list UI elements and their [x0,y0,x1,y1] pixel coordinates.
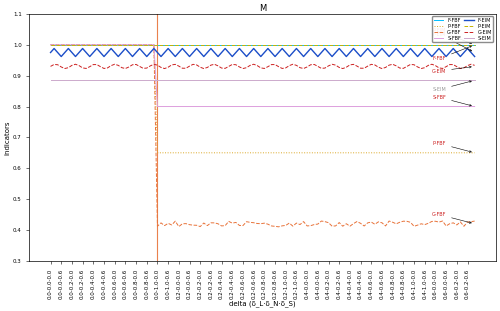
S-EIM [48,78,54,82]
P-EIM [472,43,478,47]
S-EIM [340,78,346,82]
P-EIM [458,43,464,47]
S-FBF [472,104,478,108]
S-EIM [282,78,288,82]
X-axis label: delta (δ_L·δ_N·δ_S): delta (δ_L·δ_N·δ_S) [230,300,296,307]
G-FBF [162,224,168,227]
Line: F-EIM: F-EIM [50,49,474,57]
Line: S-FBF: S-FBF [50,45,474,106]
Legend: F-FBF, P-FBF, G-FBF, S-FBF, F-EIM, P-EIM, G-EIM, S-EIM: F-FBF, P-FBF, G-FBF, S-FBF, F-EIM, P-EIM… [432,16,494,42]
F-FBF [136,43,142,47]
S-FBF [386,104,392,108]
Text: F-FBF: F-FBF [432,46,472,61]
G-EIM [140,67,146,70]
F-FBF [382,43,388,47]
G-FBF [386,219,392,223]
P-FBF [286,151,292,155]
P-EIM [340,43,346,47]
Text: F-EIM: F-EIM [432,31,472,51]
P-FBF [136,43,142,47]
G-EIM [464,64,470,67]
F-EIM [144,55,150,58]
P-FBF [461,151,467,155]
P-FBF [154,151,160,155]
Y-axis label: indicators: indicators [4,120,10,155]
P-EIM [48,43,54,47]
S-EIM [458,78,464,82]
F-FBF [472,43,478,47]
S-FBF [48,43,54,47]
G-EIM [472,63,478,67]
F-EIM [48,51,54,54]
F-EIM [58,55,64,58]
S-FBF [286,104,292,108]
G-EIM [347,63,353,67]
G-FBF [276,225,281,229]
P-FBF [472,151,478,155]
G-FBF [48,43,54,47]
F-FBF [48,43,54,47]
Text: P-FBF: P-FBF [432,141,472,152]
P-FBF [48,43,54,47]
F-EIM [464,47,470,50]
G-FBF [136,43,142,47]
Text: P-EIM: P-EIM [432,28,472,44]
S-EIM [162,78,168,82]
G-EIM [162,67,168,70]
Text: S-EIM: S-EIM [432,81,472,92]
F-FBF [282,43,288,47]
G-FBF [461,225,467,228]
G-EIM [168,63,174,67]
P-EIM [136,43,142,47]
S-FBF [344,104,349,108]
F-EIM [390,51,396,54]
F-FBF [458,43,464,47]
P-FBF [386,151,392,155]
F-EIM [347,51,353,54]
P-EIM [282,43,288,47]
S-FBF [136,43,142,47]
Line: G-EIM: G-EIM [50,64,474,68]
P-FBF [344,151,349,155]
Text: G-FBF: G-FBF [432,212,472,223]
Line: P-FBF: P-FBF [50,45,474,153]
G-FBF [344,222,349,225]
G-FBF [472,219,478,223]
F-EIM [472,55,478,58]
S-FBF [461,104,467,108]
G-EIM [390,63,396,66]
Text: G-EIM: G-EIM [432,66,472,73]
S-EIM [472,78,478,82]
P-FBF [165,151,171,155]
S-FBF [165,104,171,108]
Text: S-FBF: S-FBF [432,95,472,106]
S-EIM [136,78,142,82]
F-EIM [168,51,174,54]
F-FBF [162,43,168,47]
P-EIM [162,43,168,47]
G-EIM [290,63,296,66]
F-EIM [51,47,57,50]
G-EIM [72,63,78,66]
S-FBF [154,104,160,108]
G-EIM [48,65,54,68]
Title: M: M [259,4,266,13]
S-EIM [382,78,388,82]
G-FBF [286,221,292,225]
F-FBF [340,43,346,47]
P-EIM [382,43,388,47]
Line: G-FBF: G-FBF [50,45,474,227]
F-EIM [290,51,296,54]
